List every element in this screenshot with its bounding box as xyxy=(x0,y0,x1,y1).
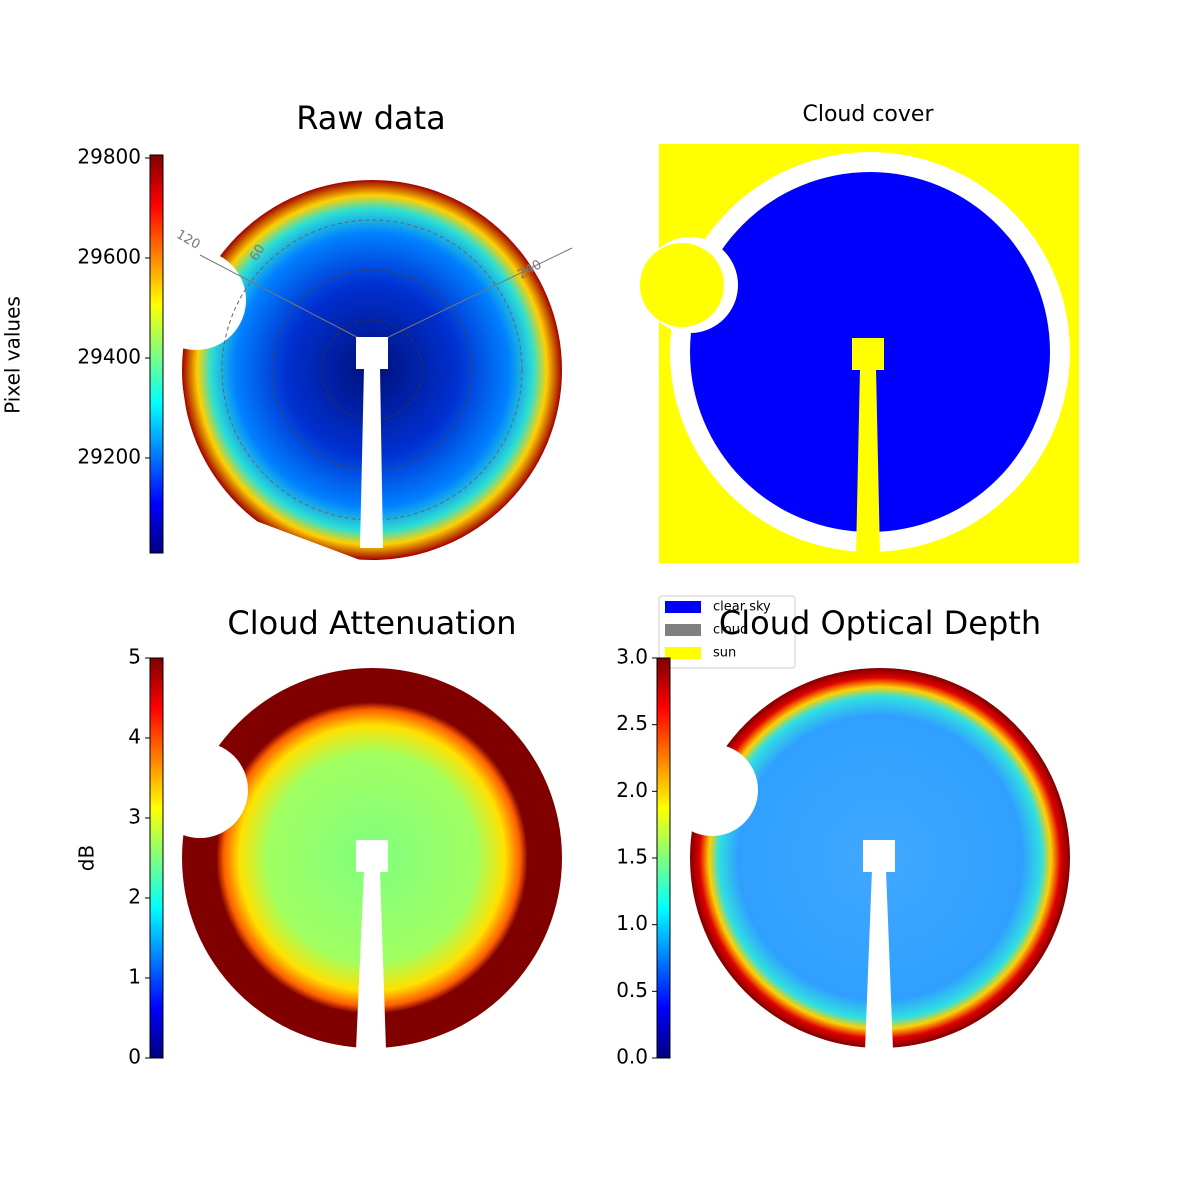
legend-label: cloud xyxy=(713,623,748,638)
colorbar xyxy=(149,657,164,1059)
colorbar-tick-label: 0 xyxy=(128,1045,141,1069)
legend-swatch xyxy=(665,601,701,613)
colorbar-tick-label: 4 xyxy=(128,725,141,749)
polar-label: 120 xyxy=(173,227,202,252)
panel-title: Raw data xyxy=(296,99,446,137)
colorbar-tick-label: 29800 xyxy=(77,145,141,169)
panel-title: Cloud cover xyxy=(803,102,935,127)
colorbar-tick-label: 29200 xyxy=(77,445,141,469)
cloud-cover-image xyxy=(640,144,1079,563)
colorbar-label: dB xyxy=(75,845,99,871)
colorbar-tick-label: 0.0 xyxy=(616,1045,648,1069)
colorbar-label: Pixel values xyxy=(1,296,25,414)
raw-image xyxy=(146,180,573,560)
panel-title: Cloud Attenuation xyxy=(227,604,516,642)
colorbar-tick-label: 29600 xyxy=(77,245,141,269)
colorbar-tick-label: 1.5 xyxy=(616,845,648,869)
colorbar-tick-label: 29400 xyxy=(77,345,141,369)
colorbar-tick-label: 0.5 xyxy=(616,978,648,1002)
colorbar-tick-label: 1.0 xyxy=(616,911,648,935)
colorbar xyxy=(656,657,671,1059)
colorbar xyxy=(149,154,164,554)
legend-label: sun xyxy=(713,646,736,661)
panel-title: Cloud Optical Depth xyxy=(719,604,1041,642)
legend-swatch xyxy=(665,647,701,659)
colorbar-tick-label: 2 xyxy=(128,885,141,909)
colorbar-tick-label: 3.0 xyxy=(616,645,648,669)
colorbar-tick-label: 1 xyxy=(128,965,141,989)
optical-depth-image xyxy=(660,668,1070,1060)
attenuation-image xyxy=(150,668,562,1060)
colorbar-tick-label: 3 xyxy=(128,805,141,829)
legend-label: clear sky xyxy=(713,600,771,615)
legend-swatch xyxy=(665,624,701,636)
polar-label: 60 xyxy=(247,242,268,264)
colorbar-tick-label: 2.0 xyxy=(616,778,648,802)
colorbar-tick-label: 5 xyxy=(128,645,141,669)
colorbar-tick-label: 2.5 xyxy=(616,711,648,735)
